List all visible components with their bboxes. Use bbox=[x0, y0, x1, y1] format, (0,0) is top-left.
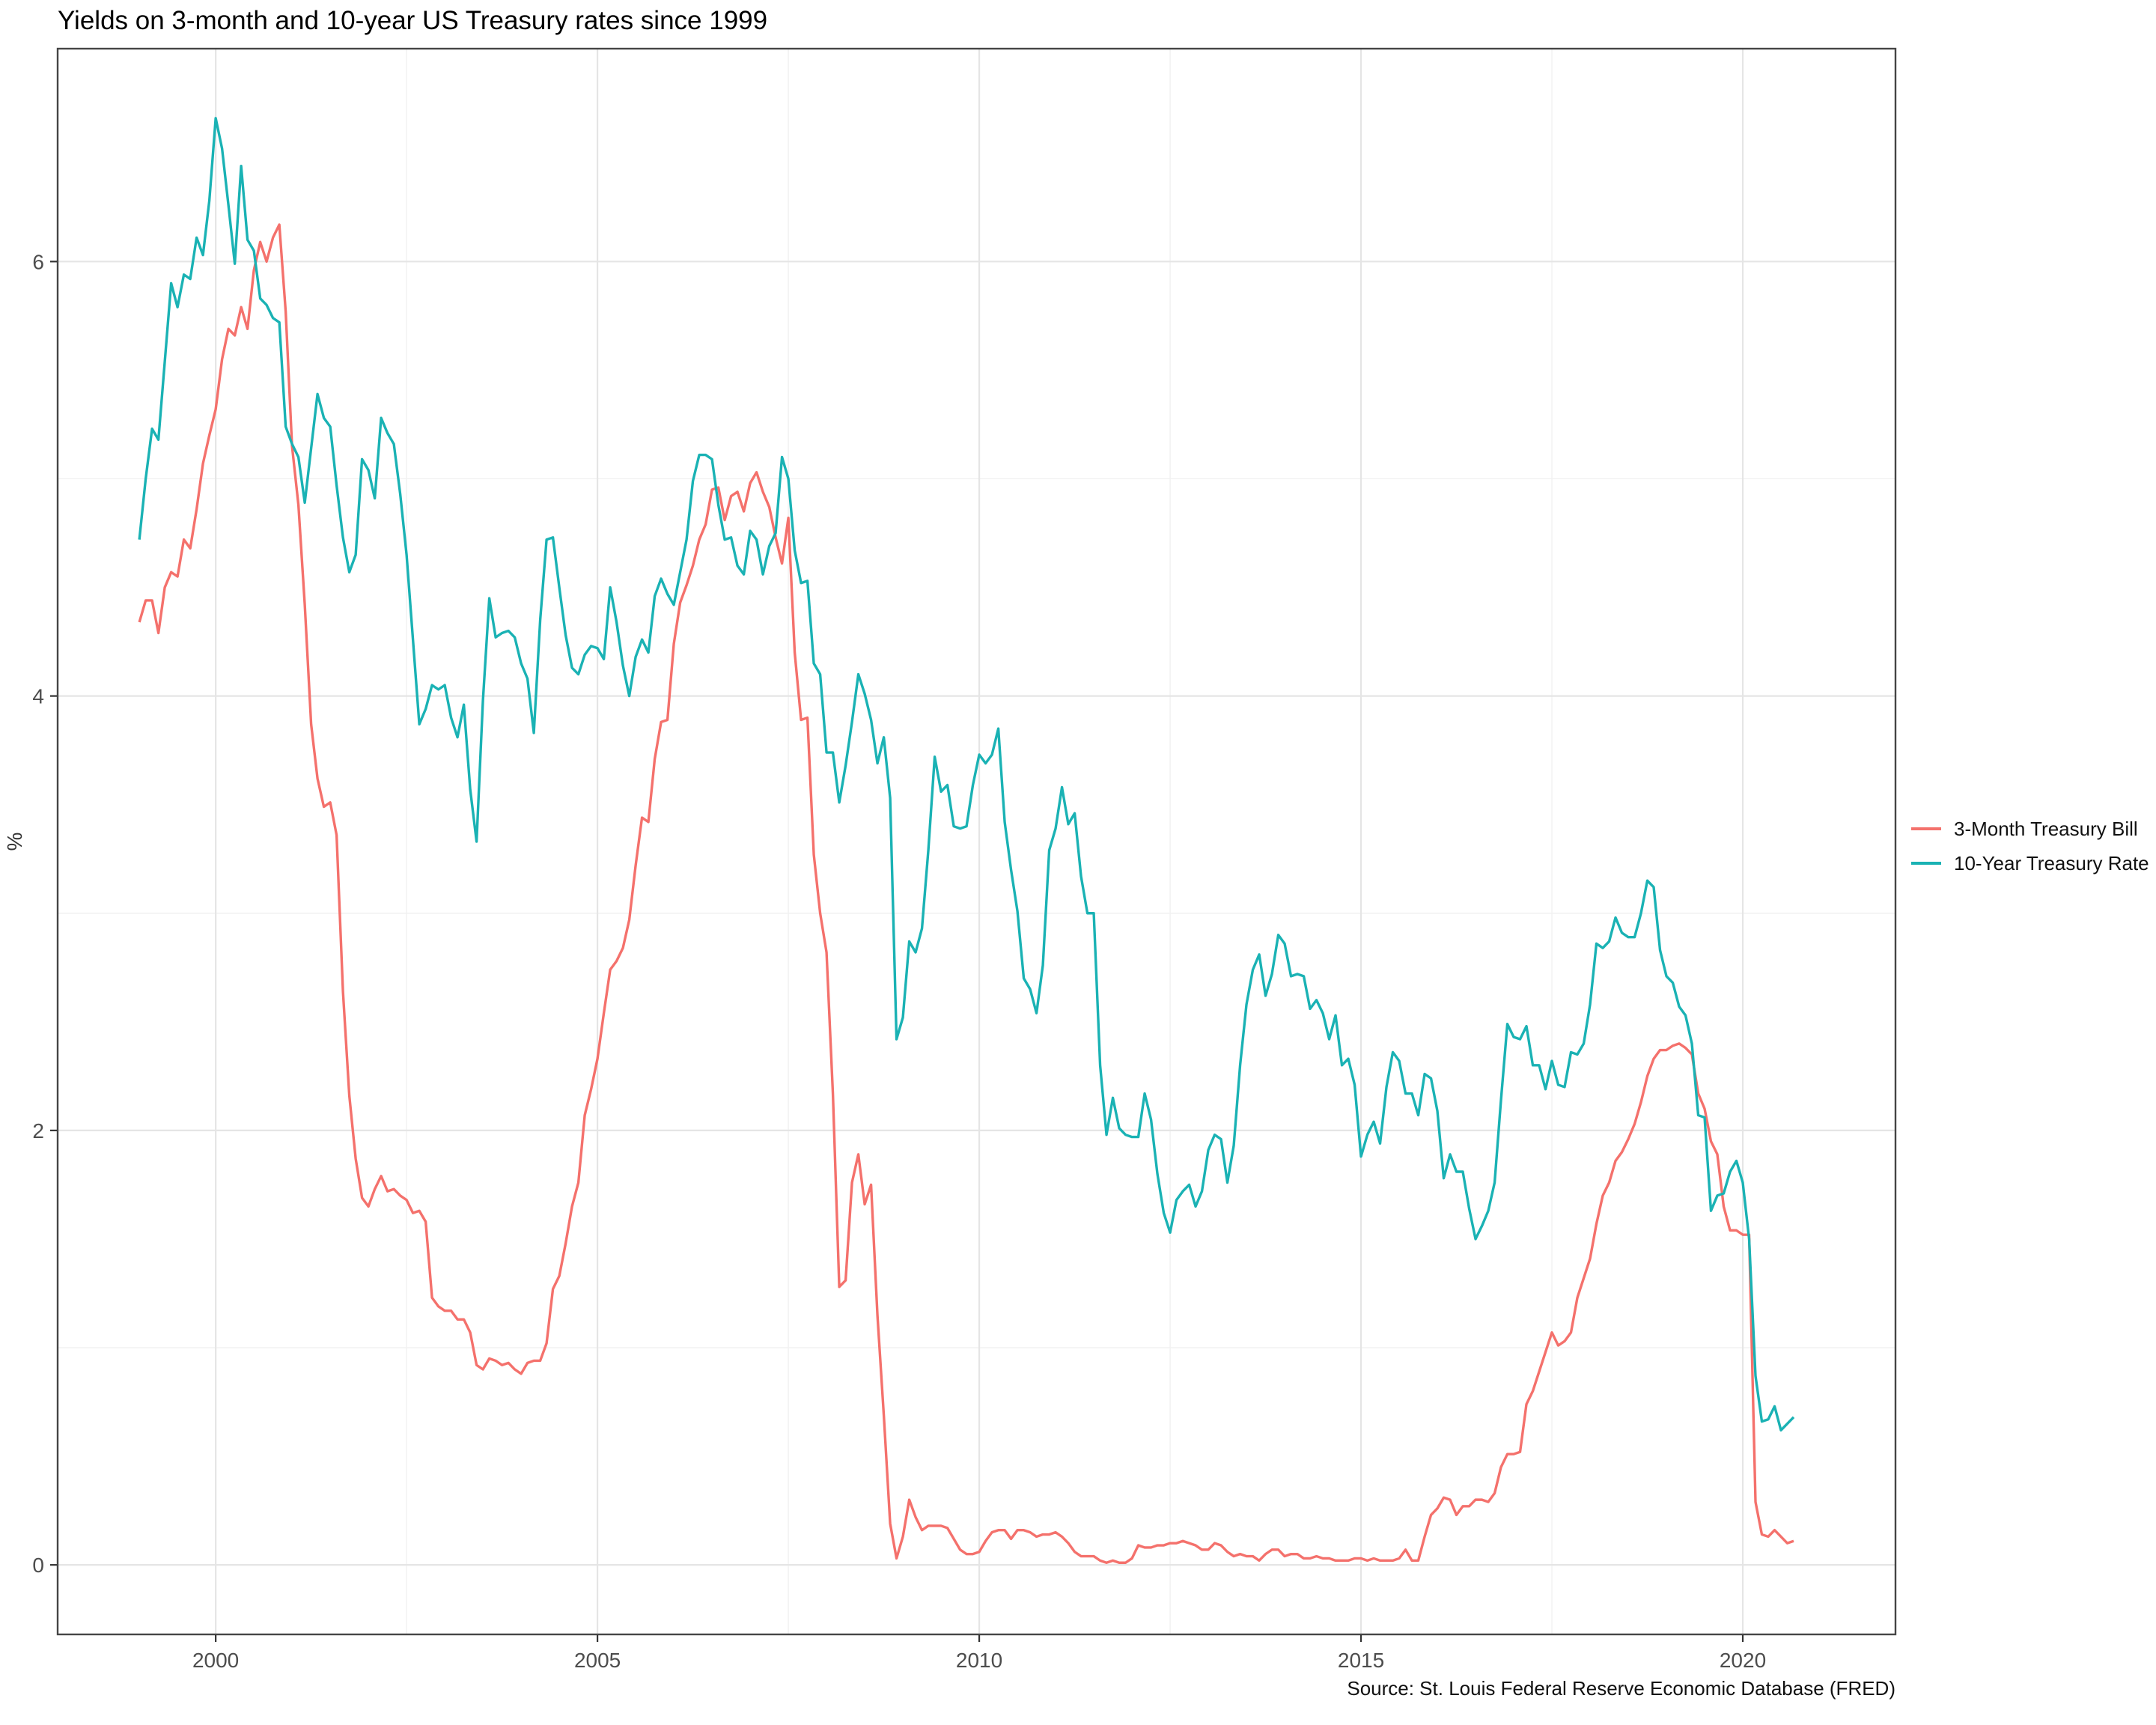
source-caption: Source: St. Louis Federal Reserve Econom… bbox=[1347, 1677, 1895, 1700]
x-tick-label: 2020 bbox=[1720, 1649, 1766, 1672]
series-line-3-month-treasury-bill bbox=[138, 223, 1794, 1564]
x-tick-label: 2000 bbox=[192, 1649, 239, 1672]
x-tick-label: 2010 bbox=[956, 1649, 1002, 1672]
series-line-10-year-treasury-rate bbox=[138, 117, 1795, 1432]
series-group bbox=[138, 117, 1795, 1564]
x-tick-label: 2005 bbox=[574, 1649, 621, 1672]
chart-title: Yields on 3-month and 10-year US Treasur… bbox=[58, 6, 768, 35]
legend-key-line-red-icon bbox=[1911, 827, 1941, 830]
y-tick-label: 6 bbox=[32, 250, 44, 273]
y-tick-label: 4 bbox=[32, 685, 44, 708]
legend: 3-Month Treasury Bill 10-Year Treasury R… bbox=[1911, 812, 2149, 880]
panel-border bbox=[56, 47, 1897, 1636]
legend-entry-10-year: 10-Year Treasury Rate bbox=[1911, 846, 2149, 880]
y-tick-label: 2 bbox=[32, 1119, 44, 1143]
legend-key-line-teal-icon bbox=[1911, 862, 1941, 865]
y-tick-label: 0 bbox=[32, 1554, 44, 1577]
legend-label-10-year: 10-Year Treasury Rate bbox=[1954, 851, 2149, 874]
legend-entry-3-month: 3-Month Treasury Bill bbox=[1911, 812, 2149, 846]
x-tick-label: 2015 bbox=[1338, 1649, 1384, 1672]
legend-label-3-month: 3-Month Treasury Bill bbox=[1954, 817, 2138, 840]
